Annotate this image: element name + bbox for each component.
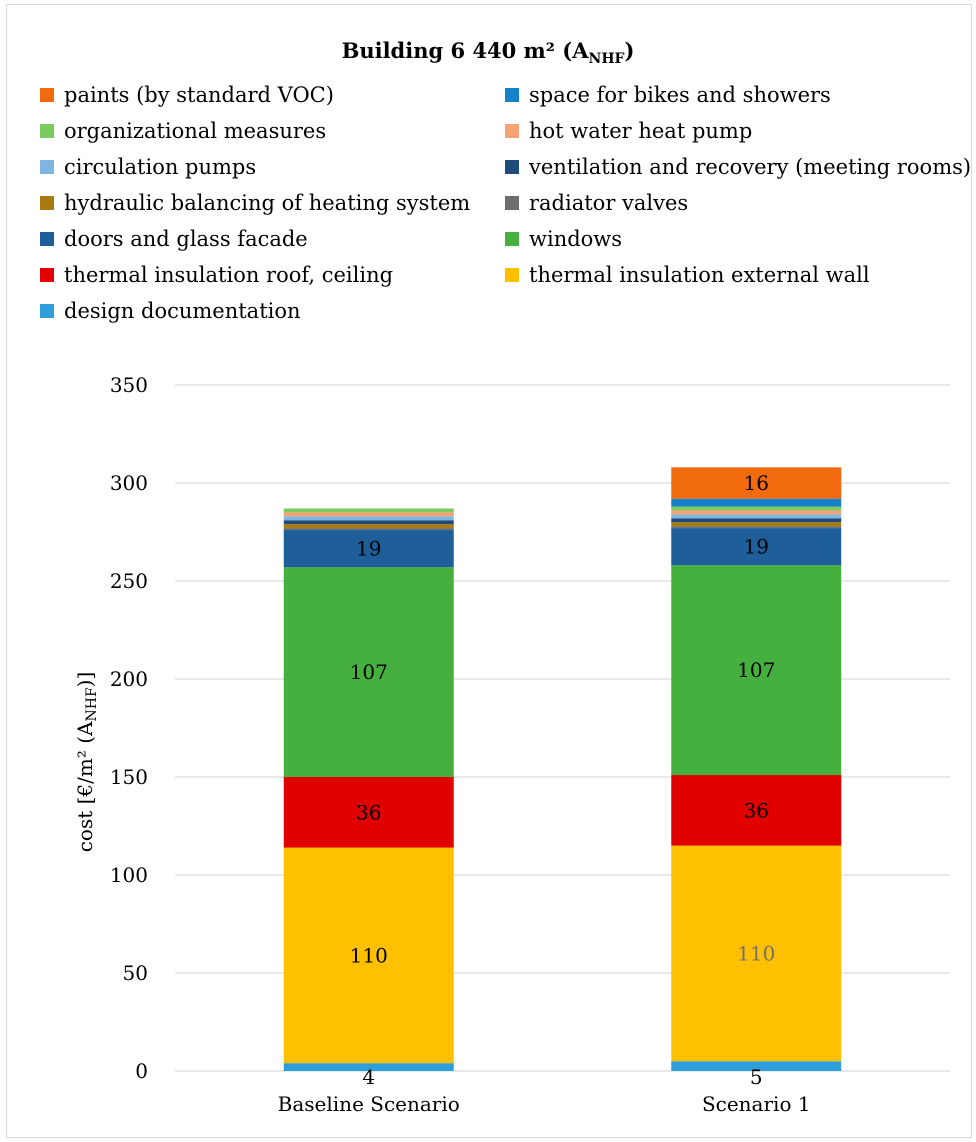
data-label: 19: [744, 535, 769, 559]
bar-segment: [283, 520, 454, 525]
data-label: 110: [737, 941, 775, 965]
chart-title-paren: (A: [562, 38, 589, 63]
legend-item: ventilation and recovery (meeting rooms): [505, 152, 972, 182]
data-label: 107: [350, 660, 388, 684]
bar-segment: [671, 528, 842, 566]
y-axis-title-subscript: NHF: [84, 687, 100, 721]
bar-segment: [283, 508, 454, 513]
legend-swatch: [505, 196, 519, 210]
bar-segment: [671, 514, 842, 519]
data-label: 19: [356, 537, 381, 561]
legend-label: organizational measures: [64, 119, 327, 143]
legend-item: hydraulic balancing of heating system: [40, 188, 505, 218]
y-tick-label: 350: [110, 373, 148, 397]
bar-segment: [283, 567, 454, 777]
data-label: 5: [750, 1065, 763, 1089]
legend-label: hot water heat pump: [529, 119, 753, 143]
legend-swatch: [40, 304, 54, 318]
bar-segment: [671, 522, 842, 527]
data-label: 36: [744, 798, 769, 822]
bar-segment: [671, 510, 842, 515]
bar-segment: [671, 845, 842, 1062]
bar-segment: [671, 506, 842, 511]
y-tick-label: 200: [110, 667, 148, 691]
chart-title-close: ): [624, 38, 635, 63]
legend-item: thermal insulation external wall: [505, 260, 970, 290]
x-category-label: Scenario 1: [702, 1092, 811, 1116]
bar-segment: [283, 1063, 454, 1071]
bar-segment: [671, 775, 842, 846]
data-label: 36: [356, 800, 381, 824]
bar-segment: [283, 847, 454, 1064]
bar-segment: [283, 530, 454, 568]
legend-item: doors and glass facade: [40, 224, 505, 254]
legend-swatch: [40, 196, 54, 210]
bar-segment: [283, 524, 454, 529]
legend-label: ventilation and recovery (meeting rooms): [529, 155, 972, 179]
y-tick-label: 300: [110, 471, 148, 495]
legend-swatch: [505, 88, 519, 102]
y-axis-title: cost [€/m² (ANHF)]: [73, 672, 100, 853]
data-label: 16: [744, 471, 769, 495]
legend-label: thermal insulation roof, ceiling: [64, 263, 394, 287]
legend-swatch: [40, 268, 54, 282]
legend-item: circulation pumps: [40, 152, 505, 182]
bar-segment: [283, 512, 454, 517]
chart-title-text: Building 6 440 m²: [341, 38, 555, 63]
legend-swatch: [40, 88, 54, 102]
legend-label: thermal insulation external wall: [529, 263, 870, 287]
legend-swatch: [40, 160, 54, 174]
bar-segment: [283, 516, 454, 521]
legend-item: radiator valves: [505, 188, 970, 218]
legend-swatch: [40, 232, 54, 246]
legend-item: paints (by standard VOC): [40, 80, 505, 110]
legend-label: circulation pumps: [64, 155, 257, 179]
legend-item: windows: [505, 224, 970, 254]
legend-item: design documentation: [40, 296, 505, 326]
legend-swatch: [505, 232, 519, 246]
legend-swatch: [40, 124, 54, 138]
bar-segment: [671, 526, 842, 529]
legend-label: design documentation: [64, 299, 301, 323]
data-label: 110: [350, 943, 388, 967]
legend-label: radiator valves: [529, 191, 689, 215]
chart-title: Building 6 440 m² (ANHF): [0, 38, 976, 67]
legend-label: paints (by standard VOC): [64, 83, 334, 107]
bar-segment: [283, 528, 454, 531]
data-label: 4: [362, 1065, 375, 1089]
y-tick-label: 0: [135, 1059, 148, 1083]
bar-segment: [671, 1061, 842, 1071]
data-label: 107: [737, 658, 775, 682]
y-axis-title-main: cost [€/m² (A: [73, 721, 97, 852]
x-category-label: Baseline Scenario: [278, 1092, 460, 1116]
bar-segment: [671, 467, 842, 499]
y-tick-label: 250: [110, 569, 148, 593]
legend-swatch: [505, 268, 519, 282]
legend-item: thermal insulation roof, ceiling: [40, 260, 505, 290]
legend-item: space for bikes and showers: [505, 80, 970, 110]
legend-label: space for bikes and showers: [529, 83, 831, 107]
bar-segment: [283, 777, 454, 848]
y-tick-label: 50: [123, 961, 148, 985]
legend-label: doors and glass facade: [64, 227, 308, 251]
legend-label: windows: [529, 227, 623, 251]
bar-segment: [671, 498, 842, 507]
legend-item: organizational measures: [40, 116, 505, 146]
chart-legend: paints (by standard VOC) space for bikes …: [40, 80, 972, 326]
bar-segment: [671, 565, 842, 776]
y-tick-label: 100: [110, 863, 148, 887]
y-tick-label: 150: [110, 765, 148, 789]
legend-item: hot water heat pump: [505, 116, 970, 146]
chart-title-subscript: NHF: [588, 51, 625, 68]
y-axis-title-close: )]: [73, 672, 97, 688]
legend-swatch: [505, 160, 519, 174]
legend-label: hydraulic balancing of heating system: [64, 191, 471, 215]
legend-swatch: [505, 124, 519, 138]
bar-segment: [671, 518, 842, 523]
